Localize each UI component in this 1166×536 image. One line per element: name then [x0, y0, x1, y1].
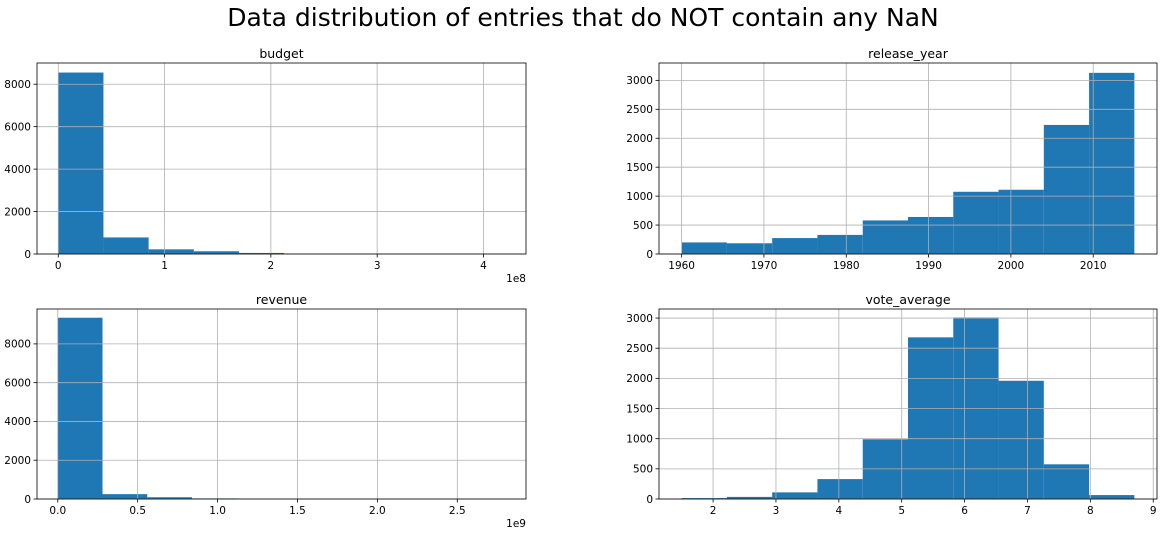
ytick-label-release-year-2: 1000 [626, 191, 653, 203]
xtick-label-release-year-0: 1960 [668, 260, 695, 272]
ytick-label-vote-average-4: 2000 [626, 373, 653, 385]
ytick-label-vote-average-5: 2500 [626, 343, 653, 355]
ytick-label-release-year-3: 1500 [626, 162, 653, 174]
xtick-label-budget-1: 1 [161, 260, 168, 272]
bar-release-year-2 [772, 238, 818, 254]
xtick-label-revenue-1: 0.5 [129, 505, 146, 517]
subplot-title-release-year: release_year [868, 46, 949, 61]
ytick-label-budget-2: 4000 [4, 164, 31, 176]
xtick-label-budget-3: 3 [374, 260, 381, 272]
bar-budget-2 [148, 249, 194, 254]
bar-release-year-8 [1043, 124, 1090, 255]
bar-vote-average-0 [681, 498, 727, 499]
subplot-budget: budget 0 1 2 3 4 0 2000 4000 6000 8000 1e8 [4, 46, 527, 285]
xtick-label-revenue-3: 1.5 [289, 505, 306, 517]
xtick-label-vote-average-2: 4 [835, 505, 842, 517]
ytick-label-vote-average-2: 1000 [626, 433, 653, 445]
ytick-label-revenue-1: 2000 [4, 455, 31, 467]
xtick-label-budget-2: 2 [268, 260, 275, 272]
ytick-label-budget-3: 6000 [4, 121, 31, 133]
xtick-label-release-year-4: 2000 [998, 260, 1025, 272]
bar-revenue-0 [57, 317, 103, 499]
xtick-label-release-year-1: 1970 [751, 260, 778, 272]
ytick-label-revenue-2: 4000 [4, 416, 31, 428]
xtick-label-vote-average-0: 2 [710, 505, 717, 517]
bar-release-year-6 [953, 191, 999, 254]
ytick-label-release-year-1: 500 [633, 220, 653, 232]
bar-release-year-0 [681, 242, 727, 254]
xtick-label-budget-4: 4 [480, 260, 487, 272]
xtick-label-revenue-5: 2.5 [449, 505, 466, 517]
ytick-label-revenue-4: 8000 [4, 339, 31, 351]
ytick-label-vote-average-1: 500 [633, 464, 653, 476]
bar-budget-3 [193, 251, 239, 254]
bar-vote-average-9 [1089, 495, 1135, 499]
ytick-label-release-year-5: 2500 [626, 104, 653, 116]
ytick-label-release-year-6: 3000 [626, 75, 653, 87]
ytick-label-budget-0: 0 [24, 249, 31, 261]
xtick-label-revenue-0: 0.0 [49, 505, 66, 517]
bar-release-year-1 [726, 243, 773, 254]
bar-budget-1 [103, 237, 149, 254]
subplot-revenue: revenue 0.0 0.5 1.0 1.5 2.0 2.5 0 2000 4000 6000 80… [4, 292, 527, 530]
ytick-label-vote-average-3: 1500 [626, 403, 653, 415]
bar-release-year-3 [817, 234, 863, 254]
bar-vote-average-5 [908, 337, 954, 499]
ytick-label-budget-4: 8000 [4, 79, 31, 91]
bar-vote-average-1 [726, 496, 773, 499]
bar-vote-average-8 [1043, 464, 1090, 499]
bar-vote-average-3 [817, 479, 863, 499]
xtick-label-release-year-2: 1980 [833, 260, 860, 272]
ytick-label-release-year-0: 0 [646, 249, 653, 261]
ytick-label-vote-average-6: 3000 [626, 313, 653, 325]
xtick-label-vote-average-5: 7 [1024, 505, 1031, 517]
xtick-label-release-year-5: 2010 [1080, 260, 1107, 272]
subplot-title-vote-average: vote_average [865, 292, 950, 307]
bar-revenue-2 [147, 497, 193, 499]
xtick-label-vote-average-1: 3 [773, 505, 780, 517]
subplot-title-budget: budget [259, 46, 303, 61]
ytick-label-revenue-0: 0 [24, 494, 31, 506]
subplot-title-revenue: revenue [256, 292, 307, 307]
bar-vote-average-7 [998, 380, 1044, 499]
bar-budget-0 [58, 72, 104, 254]
bar-budget-4 [238, 252, 285, 254]
subplot-release-year: release_year 1960 1970 1980 1990 2000 2010 0 500… [626, 46, 1158, 272]
xtick-label-budget-0: 0 [55, 260, 62, 272]
bar-revenue-1 [102, 494, 148, 499]
axes-frame-budget [36, 62, 527, 255]
xtick-label-revenue-2: 1.0 [209, 505, 226, 517]
offset-text-revenue: 1e9 [506, 518, 526, 530]
ytick-label-vote-average-0: 0 [646, 494, 653, 506]
xtick-label-release-year-3: 1990 [915, 260, 942, 272]
offset-text-budget: 1e8 [506, 273, 526, 285]
xtick-label-vote-average-4: 6 [961, 505, 968, 517]
ytick-label-release-year-4: 2000 [626, 133, 653, 145]
xtick-label-vote-average-6: 8 [1087, 505, 1094, 517]
xtick-label-vote-average-7: 9 [1150, 505, 1157, 517]
xtick-label-revenue-4: 2.0 [369, 505, 386, 517]
axes-frame-vote-average [658, 308, 1158, 500]
ytick-label-revenue-3: 6000 [4, 377, 31, 389]
bar-release-year-7 [998, 189, 1044, 254]
axes-frame-release-year [658, 62, 1158, 255]
subplot-vote-average: vote_average 2 3 4 5 6 7 8 9 0 500 1000 1500 2000 2500… [626, 292, 1158, 517]
bar-release-year-4 [862, 220, 908, 254]
ytick-label-budget-1: 2000 [4, 206, 31, 218]
bar-release-year-5 [908, 216, 954, 254]
bar-vote-average-2 [772, 492, 818, 499]
figure-title: Data distribution of entries that do NOT… [227, 3, 939, 32]
axes-frame-revenue [36, 308, 527, 500]
xtick-label-vote-average-3: 5 [898, 505, 905, 517]
bar-release-year-9 [1089, 72, 1135, 255]
